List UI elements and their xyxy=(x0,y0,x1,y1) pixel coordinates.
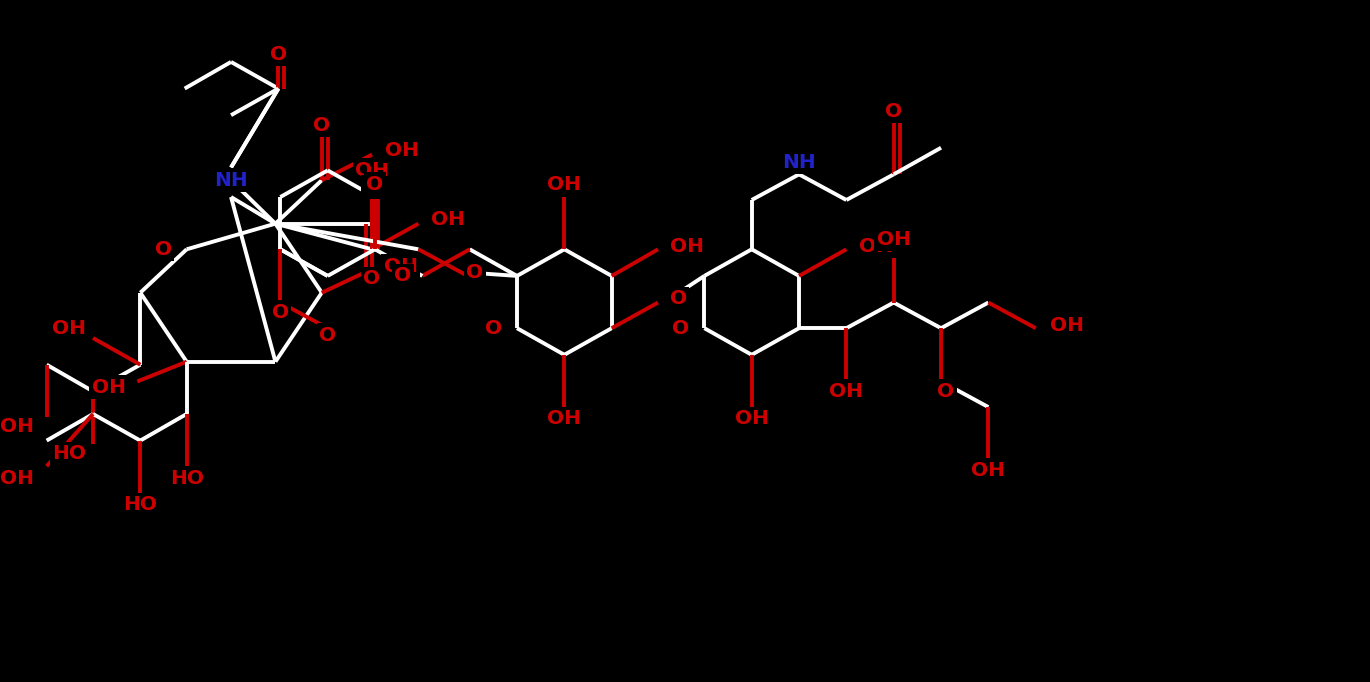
Text: OH: OH xyxy=(1049,316,1084,335)
Text: OH: OH xyxy=(877,230,911,249)
Text: O: O xyxy=(466,263,484,282)
Text: OH: OH xyxy=(384,256,418,276)
Text: OH: OH xyxy=(829,382,863,401)
Text: O: O xyxy=(314,115,330,134)
Text: HO: HO xyxy=(123,495,158,514)
Text: O: O xyxy=(270,44,286,63)
Text: O: O xyxy=(673,318,689,338)
Text: HO: HO xyxy=(52,444,86,463)
Text: O: O xyxy=(937,382,955,401)
Text: OH: OH xyxy=(355,161,389,180)
Text: OH: OH xyxy=(859,237,893,256)
Text: O: O xyxy=(885,102,903,121)
Text: OH: OH xyxy=(92,378,126,397)
Text: O: O xyxy=(366,175,384,194)
Text: O: O xyxy=(363,178,381,196)
Text: O: O xyxy=(395,267,411,285)
Text: O: O xyxy=(363,269,381,288)
Text: O: O xyxy=(155,240,171,258)
Text: O: O xyxy=(485,318,503,338)
Text: O: O xyxy=(670,289,686,308)
Text: OH: OH xyxy=(670,237,704,256)
Text: OH: OH xyxy=(0,417,34,436)
Text: OH: OH xyxy=(971,460,1006,479)
Text: OH: OH xyxy=(548,409,581,428)
Text: OH: OH xyxy=(548,175,581,194)
Text: OH: OH xyxy=(432,210,466,229)
Text: OH: OH xyxy=(0,469,34,488)
Text: O: O xyxy=(271,303,289,322)
Text: OH: OH xyxy=(734,409,769,428)
Text: NH: NH xyxy=(214,170,248,190)
Text: NH: NH xyxy=(782,153,817,172)
Text: OH: OH xyxy=(385,141,419,160)
Text: HO: HO xyxy=(170,469,204,488)
Text: O: O xyxy=(319,325,336,344)
Text: OH: OH xyxy=(52,318,86,338)
